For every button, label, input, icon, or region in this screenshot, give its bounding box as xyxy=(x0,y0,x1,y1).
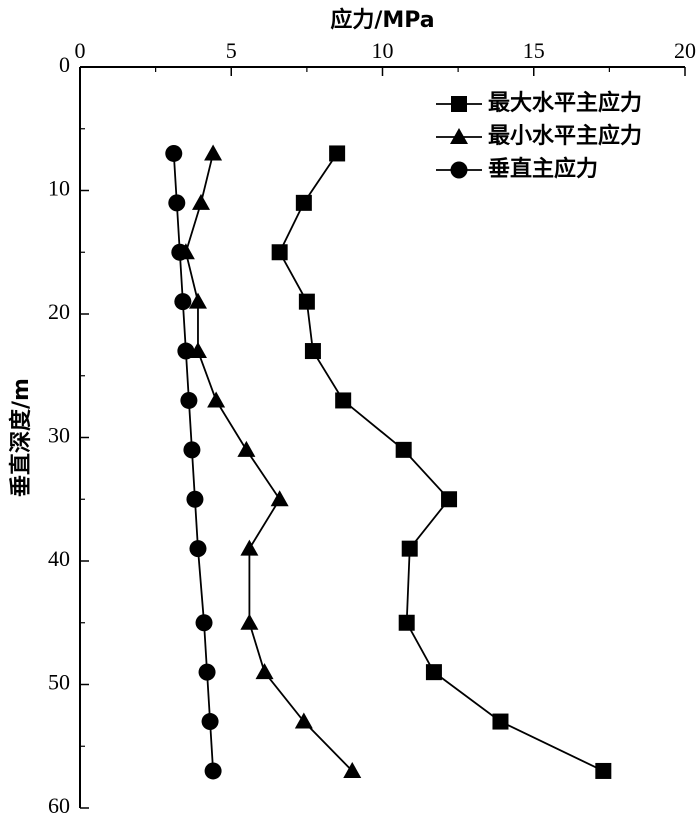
data-point xyxy=(201,713,219,731)
legend-item: 最大水平主应力 xyxy=(436,90,642,116)
data-point xyxy=(304,343,321,360)
data-point xyxy=(188,292,207,309)
data-point xyxy=(171,243,189,261)
x-tick-label: 5 xyxy=(226,38,237,63)
legend-marker xyxy=(450,128,468,144)
y-tick-label: 40 xyxy=(48,546,70,571)
data-point xyxy=(165,144,183,162)
data-point xyxy=(395,441,412,458)
data-point xyxy=(240,613,259,630)
y-tick-label: 20 xyxy=(48,299,70,324)
x-tick-label: 0 xyxy=(75,38,86,63)
data-point xyxy=(204,762,222,780)
data-point xyxy=(270,490,289,507)
data-point xyxy=(240,539,259,556)
y-axis-title: 垂直深度/m xyxy=(8,378,34,497)
y-tick-label: 30 xyxy=(48,423,70,448)
legend-label: 最小水平主应力 xyxy=(488,123,642,149)
legend-label: 最大水平主应力 xyxy=(488,90,642,116)
x-tick-label: 20 xyxy=(674,38,696,63)
data-point xyxy=(180,391,198,409)
data-point xyxy=(183,441,201,459)
y-tick-label: 10 xyxy=(48,176,70,201)
x-tick-label: 10 xyxy=(372,38,394,63)
data-point xyxy=(492,713,509,730)
legend-item: 垂直主应力 xyxy=(436,156,598,182)
data-point xyxy=(335,392,352,409)
series-circle xyxy=(165,144,222,780)
data-point xyxy=(271,244,288,261)
series-square xyxy=(271,145,612,779)
data-point xyxy=(295,194,312,211)
data-point xyxy=(329,145,346,162)
data-point xyxy=(186,490,204,508)
data-point xyxy=(425,664,442,681)
data-point xyxy=(192,193,210,210)
data-point xyxy=(198,663,216,681)
legend-item: 最小水平主应力 xyxy=(436,123,642,149)
data-point xyxy=(195,614,213,632)
data-point xyxy=(401,540,418,557)
data-point xyxy=(294,712,313,729)
legend-label: 垂直主应力 xyxy=(488,156,598,182)
data-point xyxy=(298,293,315,310)
y-tick-label: 50 xyxy=(48,670,70,695)
x-axis-title: 应力/MPa xyxy=(330,7,434,33)
y-tick-label: 60 xyxy=(48,793,70,818)
x-tick-label: 15 xyxy=(523,38,545,63)
data-point xyxy=(177,342,195,360)
data-point xyxy=(174,293,192,311)
data-point xyxy=(189,540,207,558)
data-point xyxy=(595,762,612,779)
data-point xyxy=(204,144,223,161)
data-point xyxy=(343,761,362,778)
data-point xyxy=(168,194,186,212)
legend-marker xyxy=(451,96,467,112)
data-point xyxy=(207,391,226,408)
axes: 0 5 10 15 20 0 10 20 30 40 50 60 xyxy=(48,38,696,818)
data-point xyxy=(255,663,274,680)
series-layer xyxy=(165,144,612,780)
data-point xyxy=(237,440,256,457)
legend-marker xyxy=(450,161,468,179)
data-point xyxy=(441,491,458,508)
series-triangle xyxy=(176,144,362,778)
data-point xyxy=(398,614,415,631)
y-tick-label: 0 xyxy=(59,52,70,77)
